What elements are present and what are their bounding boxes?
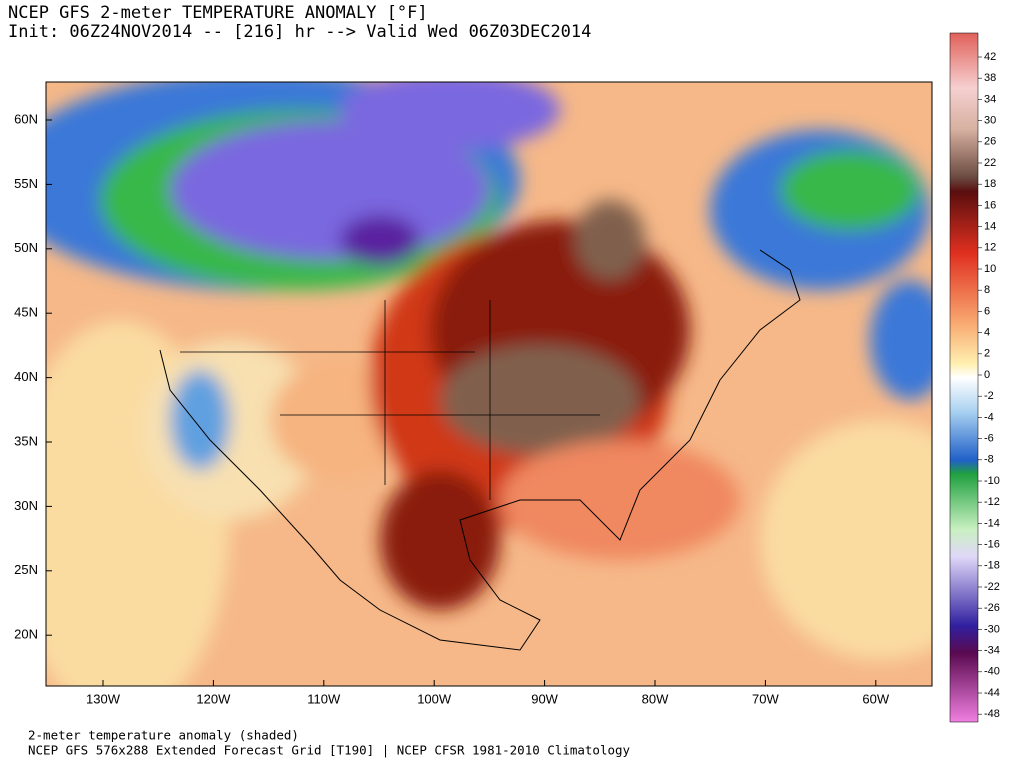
colorbar-label: 0	[984, 369, 990, 381]
colorbar-label: -14	[984, 517, 1000, 529]
colorbar-label: 14	[984, 221, 996, 233]
lat-label: 20N	[14, 627, 38, 642]
subtitle: Init: 06Z24NOV2014 -- [216] hr --> Valid…	[8, 22, 591, 42]
lon-label: 90W	[531, 691, 558, 706]
colorbar-label: -26	[984, 602, 1000, 614]
colorbar	[949, 32, 979, 723]
colorbar-label: -18	[984, 560, 1000, 572]
lat-label: 55N	[14, 176, 38, 191]
colorbar-label: -12	[984, 496, 1000, 508]
colorbar-label: 42	[984, 51, 996, 63]
colorbar-label: 34	[984, 93, 996, 105]
colorbar-label: 22	[984, 157, 996, 169]
colorbar-label: 16	[984, 199, 996, 211]
colorbar-label: 10	[984, 263, 996, 275]
colorbar-label: -8	[984, 454, 994, 466]
colorbar-label: -6	[984, 433, 994, 445]
colorbar-label: 2	[984, 348, 990, 360]
colorbar-label: 38	[984, 72, 996, 84]
colorbar-label: -40	[984, 666, 1000, 678]
anomaly-map	[46, 82, 932, 686]
colorbar-label: 8	[984, 284, 990, 296]
lat-label: 50N	[14, 240, 38, 255]
lat-label: 35N	[14, 433, 38, 448]
footer-line: 2-meter temperature anomaly (shaded)	[28, 728, 299, 743]
colorbar-label: 30	[984, 115, 996, 127]
colorbar-label: -30	[984, 623, 1000, 635]
lat-label: 25N	[14, 562, 38, 577]
colorbar-label: -16	[984, 539, 1000, 551]
colorbar-label: -2	[984, 390, 994, 402]
footer-line: NCEP GFS 576x288 Extended Forecast Grid …	[28, 743, 631, 758]
lon-label: 130W	[86, 691, 121, 706]
lon-label: 100W	[417, 691, 452, 706]
lon-label: 60W	[862, 691, 889, 706]
colorbar-label: -10	[984, 475, 1000, 487]
lat-label: 40N	[14, 369, 38, 384]
colorbar-label: 26	[984, 136, 996, 148]
colorbar-label: 6	[984, 305, 990, 317]
lat-label: 30N	[14, 498, 38, 513]
colorbar-label: 18	[984, 178, 996, 190]
lon-label: 70W	[752, 691, 779, 706]
colorbar-label: 4	[984, 327, 990, 339]
colorbar-label: -48	[984, 708, 1000, 720]
colorbar-label: -4	[984, 411, 994, 423]
colorbar-label: -22	[984, 581, 1000, 593]
colorbar-label: 12	[984, 242, 996, 254]
lat-label: 45N	[14, 305, 38, 320]
lat-label: 60N	[14, 111, 38, 126]
lon-label: 110W	[307, 691, 341, 706]
colorbar-label: -34	[984, 645, 1000, 657]
colorbar-label: -44	[984, 687, 1000, 699]
title: NCEP GFS 2-meter TEMPERATURE ANOMALY [°F…	[8, 3, 428, 23]
lon-label: 120W	[196, 691, 231, 706]
map-frame	[45, 81, 933, 687]
lon-label: 80W	[642, 691, 669, 706]
